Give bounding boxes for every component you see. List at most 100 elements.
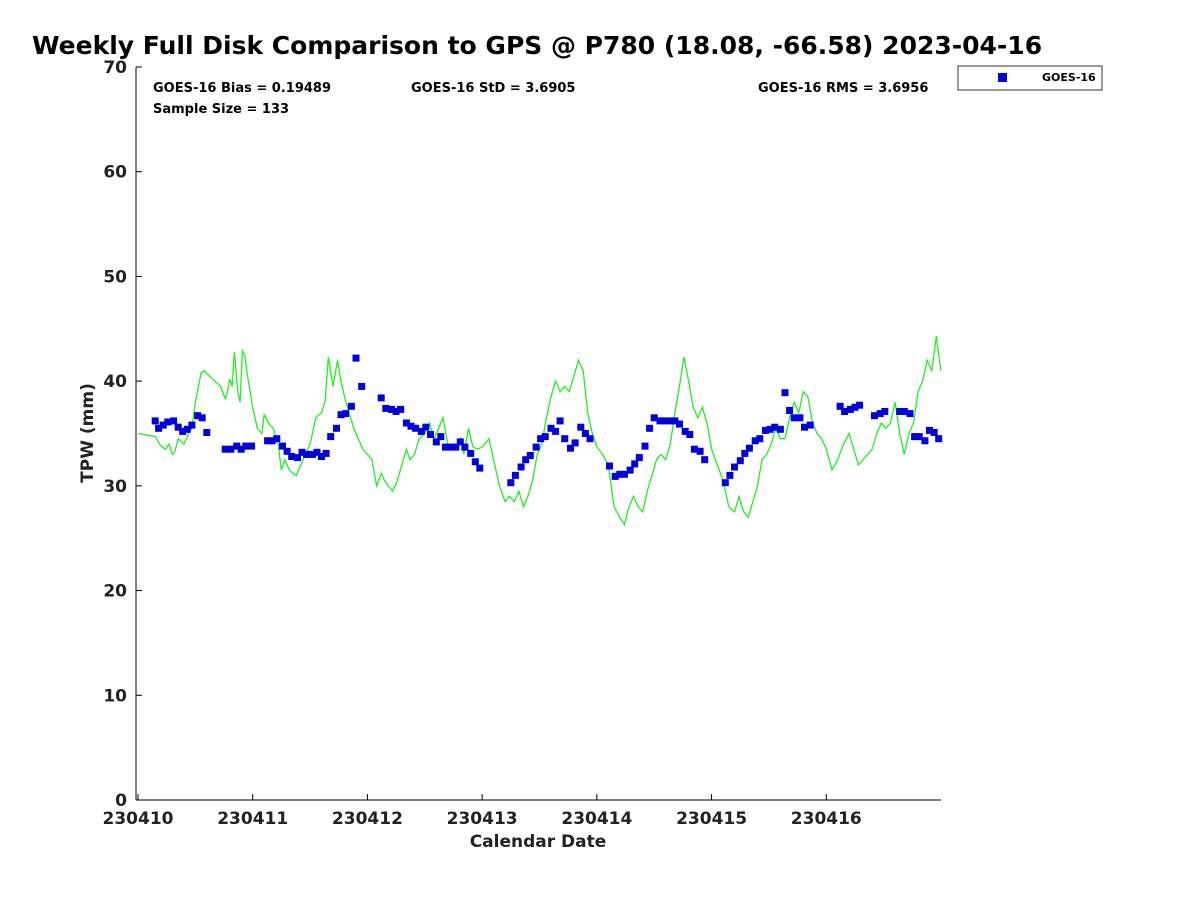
goes-16-point (911, 433, 919, 441)
goes-16-point (666, 417, 674, 425)
goes-16-point (641, 442, 649, 450)
x-ticks: 230410 230411 230412 230413 230414 230415 2304… (103, 794, 862, 829)
goes-16-point (432, 438, 440, 446)
goes-16-point (467, 449, 475, 457)
goes-16-point (762, 426, 769, 434)
goes-16-point (846, 405, 854, 413)
goes-16-point (776, 425, 784, 433)
goes-16-point (203, 429, 211, 436)
goes-16-point (183, 425, 191, 433)
x-tick-label: 230410 (103, 809, 174, 829)
goes-16-point (447, 443, 455, 451)
goes-16-point (567, 444, 574, 452)
x-tick-label: 230416 (791, 809, 862, 829)
goes-16-point (268, 437, 276, 445)
goes-16-point (358, 382, 366, 390)
goes-16-point (606, 462, 613, 470)
goes-16-point (921, 437, 929, 445)
goes-16-point (313, 448, 321, 456)
goes-16-point (179, 427, 187, 435)
goes-16-point (407, 422, 415, 430)
goes-16-point (461, 443, 469, 451)
goes-16-point (198, 414, 206, 422)
y-tick-label: 30 (103, 477, 127, 497)
bias-annotation: GOES-16 Bias = 0.19489 (153, 81, 331, 96)
goes-16-point (517, 463, 525, 471)
goes-16-point (412, 424, 420, 432)
goes-16-point (170, 417, 178, 425)
goes-16-point (248, 442, 256, 450)
y-tick-label: 40 (103, 372, 127, 392)
goes-16-point (452, 443, 460, 451)
goes-16-point (751, 437, 759, 445)
goes-16-point (690, 445, 698, 453)
goes-16-point (736, 457, 744, 465)
goes-16-point (471, 458, 479, 466)
goes-16-point (159, 421, 167, 429)
goes-16-point (402, 419, 410, 427)
goes-16-point (279, 442, 286, 450)
goes-16-point (731, 463, 738, 471)
goes-16-point (526, 452, 534, 459)
goes-16-point (781, 389, 789, 397)
goes-16-point (237, 445, 245, 453)
legend-label-goes-16: GOES-16 (1042, 71, 1096, 84)
goes-16-point (242, 442, 250, 450)
goes-16-point (552, 427, 560, 435)
goes-16-point (441, 443, 449, 451)
goes-16-point (801, 423, 808, 431)
goes-16-point (871, 412, 878, 420)
goes-16-point (696, 447, 704, 455)
goes-16-point (721, 479, 729, 487)
goes-16-point (650, 414, 658, 422)
legend: GOES-16 (957, 65, 1103, 91)
goes-16-point (906, 410, 914, 418)
legend-box (957, 65, 1103, 91)
goes-16-point (342, 410, 350, 418)
goes-16-point (532, 443, 540, 451)
goes-16-point (586, 435, 594, 443)
goes-16-point (661, 417, 668, 425)
goes-16-point (571, 439, 579, 447)
goes-16-point (522, 456, 530, 464)
legend-marker-goes-16 (998, 73, 1007, 82)
goes-16-point (397, 405, 405, 413)
goes-16-point (227, 445, 235, 453)
goes-16-point (671, 417, 679, 425)
x-tick-label: 230415 (676, 809, 747, 829)
goes-16-point (264, 437, 272, 445)
goes-16-point (631, 460, 639, 468)
goes-16-point (745, 444, 753, 452)
goes-16-point (646, 424, 654, 432)
goes-16-point (836, 402, 844, 410)
goes-16-point (616, 470, 624, 478)
y-axis-label: TPW (mm) (78, 383, 98, 483)
goes-16-point (741, 449, 749, 457)
goes-16-point (427, 431, 434, 438)
goes-16-point (806, 421, 814, 429)
goes-16-point (876, 410, 884, 418)
chart-title: Weekly Full Disk Comparison to GPS @ P78… (32, 31, 1042, 60)
goes-16-point (155, 424, 163, 432)
goes-16-point (298, 448, 306, 456)
y-tick-label: 10 (103, 686, 127, 706)
goes-16-point (756, 435, 764, 443)
goes-16-point (726, 471, 734, 479)
goes-16-point (681, 427, 689, 435)
goes-16-point (561, 435, 569, 443)
goes-16-point (676, 420, 683, 428)
goes-16-point (417, 427, 425, 435)
goes-16-point (437, 433, 445, 441)
x-tick-label: 230414 (561, 809, 632, 829)
goes-16-point (881, 408, 889, 415)
goes-16-point (308, 450, 316, 458)
goes-16-point (273, 435, 281, 443)
y-tick-label: 0 (115, 791, 127, 811)
goes-16-point (333, 424, 340, 432)
goes-16-point (327, 433, 335, 441)
goes-16-point (221, 445, 229, 453)
goes-16-point (388, 405, 395, 413)
goes-16-point (635, 454, 643, 462)
goes-16-point (577, 423, 585, 431)
